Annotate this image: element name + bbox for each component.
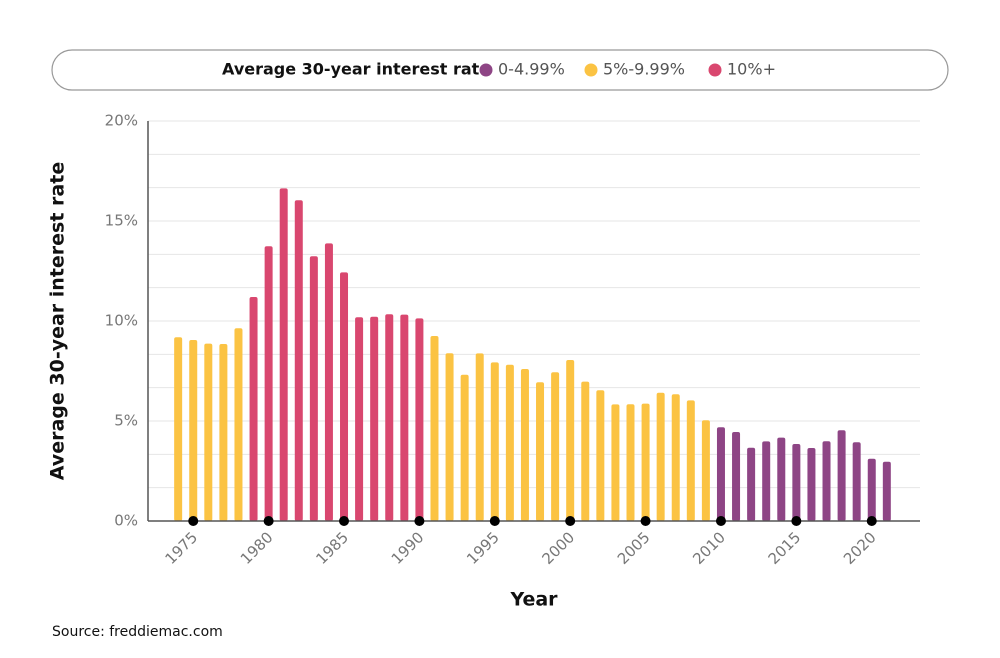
bar (430, 336, 439, 521)
x-tick-mark (791, 516, 802, 526)
bar (716, 427, 725, 521)
bar (581, 381, 590, 521)
bar (309, 256, 318, 521)
bar (882, 461, 891, 521)
x-tick-mark (414, 516, 425, 526)
bar (189, 340, 198, 521)
bar (204, 343, 213, 521)
bar (340, 272, 349, 521)
bar (792, 444, 801, 521)
bar (656, 392, 665, 521)
bar (641, 403, 650, 521)
bar (686, 400, 695, 521)
legend-label: 0-4.99% (498, 60, 565, 79)
bar (174, 337, 183, 521)
legend-label: 5%-9.99% (603, 60, 685, 79)
bar (566, 360, 575, 521)
bar (385, 314, 394, 521)
legend-label: 10%+ (727, 60, 776, 79)
x-tick-label: 2020 (840, 528, 880, 568)
bar (611, 404, 620, 521)
bar (762, 441, 771, 521)
bar (234, 328, 243, 521)
x-tick-label: 2000 (538, 528, 578, 568)
bar (551, 372, 560, 521)
x-tick-mark (565, 516, 576, 526)
x-tick-label: 2010 (689, 528, 729, 568)
y-tick-label: 0% (114, 512, 138, 530)
x-tick-mark (866, 516, 877, 526)
bar (460, 374, 469, 521)
bar (370, 316, 379, 521)
bar (219, 344, 228, 521)
x-axis-label: Year (509, 589, 558, 611)
bar (701, 420, 710, 521)
bar (520, 369, 529, 521)
x-tick-mark (715, 516, 726, 526)
x-tick-label: 2005 (614, 528, 654, 568)
legend-swatch (479, 63, 493, 77)
bar (852, 442, 861, 521)
x-tick-label: 1980 (237, 528, 277, 568)
bar (732, 432, 741, 521)
bar (415, 318, 424, 521)
bar (837, 430, 846, 521)
bar (505, 364, 514, 521)
x-tick-mark (640, 516, 651, 526)
y-tick-label: 15% (105, 212, 138, 230)
bar (279, 188, 288, 521)
bar (475, 353, 484, 521)
bar (596, 390, 605, 521)
bar (324, 243, 333, 521)
x-tick-label: 1985 (312, 528, 352, 568)
bar (777, 437, 786, 521)
y-tick-label: 20% (105, 112, 138, 130)
x-tick-mark (188, 516, 199, 526)
legend-box (51, 49, 949, 91)
bar (490, 362, 499, 521)
x-tick-label: 1975 (162, 528, 202, 568)
y-tick-label: 10% (105, 312, 138, 330)
bar (400, 314, 409, 521)
x-tick-label: 1995 (463, 528, 503, 568)
bar (626, 404, 635, 521)
bar (671, 394, 680, 521)
bar (249, 297, 258, 521)
bar (355, 317, 364, 521)
y-axis-label: Average 30-year interest rate (47, 162, 69, 480)
x-tick-label: 1990 (388, 528, 428, 568)
legend-swatch (584, 63, 598, 77)
source: Source: freddiemac.com (52, 624, 223, 640)
bar (294, 200, 303, 521)
bar (747, 447, 756, 521)
x-tick-mark (489, 516, 500, 526)
bar (536, 382, 545, 521)
bar (264, 246, 273, 521)
bar (822, 441, 831, 521)
legend-title: Average 30-year interest rate (222, 60, 490, 79)
bar (807, 448, 816, 521)
legend-swatch (708, 63, 722, 77)
x-tick-label: 2015 (765, 528, 805, 568)
x-tick-mark (263, 516, 274, 526)
x-tick-mark (339, 516, 350, 526)
y-tick-label: 5% (114, 412, 138, 430)
bar (867, 458, 876, 521)
bar (445, 353, 454, 521)
